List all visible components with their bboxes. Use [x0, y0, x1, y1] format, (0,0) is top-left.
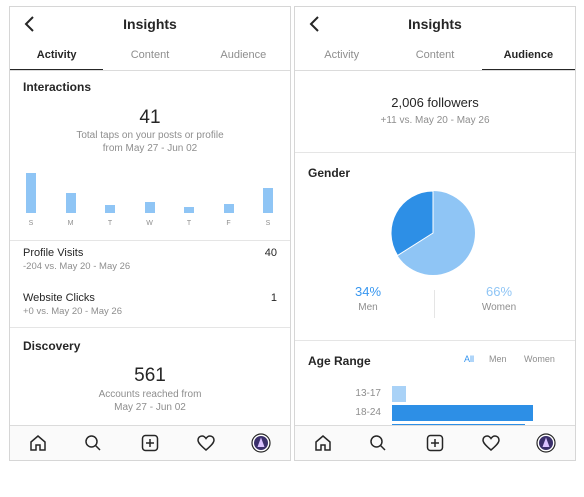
gender-pie-chart	[390, 190, 475, 275]
profile-avatar-icon[interactable]	[536, 433, 556, 453]
new-post-icon[interactable]	[140, 433, 160, 453]
filter-women[interactable]: Women	[524, 354, 555, 364]
men-percentage: 34%	[354, 284, 382, 299]
tab-activity[interactable]: Activity	[10, 41, 104, 70]
interactions-bar	[26, 173, 36, 213]
women-label: Women	[481, 302, 517, 313]
home-icon[interactable]	[313, 433, 333, 453]
heart-icon[interactable]	[481, 433, 501, 453]
tab-activity[interactable]: Activity	[324, 49, 360, 61]
tab-bar: Activity Content Audience	[10, 41, 290, 71]
interactions-bar	[263, 188, 273, 213]
insights-activity-screen: Insights Activity Content Audience Inter…	[9, 6, 291, 461]
age-range-title: Age Range	[308, 354, 371, 368]
day-label: W	[146, 220, 153, 227]
interactions-bar	[223, 204, 234, 213]
age-group-label: 13-17	[355, 388, 381, 399]
age-group-bar	[392, 405, 533, 421]
header: Insights	[295, 7, 575, 41]
age-group-bar	[392, 386, 407, 402]
profile-visits-label: Profile Visits	[23, 247, 84, 259]
women-percentage: 66%	[485, 284, 513, 299]
insights-audience-screen: Insights Activity Content Audience 2,006…	[294, 6, 576, 461]
divider	[10, 240, 290, 241]
interactions-date-range: from May 27 - Jun 02	[102, 143, 198, 154]
discovery-description: Accounts reached from	[98, 389, 202, 400]
heart-icon[interactable]	[196, 433, 216, 453]
tab-audience[interactable]: Audience	[481, 41, 575, 70]
website-clicks-label: Website Clicks	[23, 292, 95, 304]
header: Insights	[10, 7, 290, 41]
tab-content[interactable]: Content	[130, 49, 170, 61]
interactions-description: Total taps on your posts or profile	[76, 130, 224, 141]
day-label: F	[226, 220, 231, 227]
followers-count: 2,006 followers	[391, 95, 479, 110]
interactions-bar	[184, 207, 194, 213]
discovery-count: 561	[134, 365, 166, 386]
gender-divider	[434, 290, 435, 318]
tab-content[interactable]: Content	[415, 49, 455, 61]
page-title: Insights	[408, 16, 462, 32]
tab-bar: Activity Content Audience	[295, 41, 575, 71]
divider	[10, 327, 290, 328]
profile-visits-comparison: -204 vs. May 20 - May 26	[23, 261, 131, 272]
back-arrow-icon[interactable]	[20, 13, 40, 35]
interactions-bar	[65, 193, 76, 213]
bottom-nav	[295, 425, 575, 460]
website-clicks-value: 1	[270, 292, 277, 304]
tab-audience[interactable]: Audience	[220, 49, 267, 61]
interactions-title: Interactions	[23, 80, 92, 94]
men-slice	[390, 190, 434, 257]
new-post-icon[interactable]	[425, 433, 445, 453]
search-icon[interactable]	[368, 433, 388, 453]
search-icon[interactable]	[83, 433, 103, 453]
page-title: Insights	[123, 16, 177, 32]
interactions-count: 41	[139, 107, 161, 128]
discovery-date-range: May 27 - Jun 02	[114, 402, 186, 413]
profile-visits-value: 40	[264, 247, 277, 259]
profile-avatar-icon[interactable]	[251, 433, 271, 453]
interactions-bar	[144, 201, 155, 213]
day-label: S	[265, 220, 271, 227]
age-group-label: 18-24	[355, 407, 381, 418]
day-label: T	[186, 220, 192, 227]
divider	[295, 152, 575, 153]
bottom-nav	[10, 425, 290, 460]
gender-title: Gender	[308, 166, 351, 180]
back-arrow-icon[interactable]	[305, 13, 325, 35]
website-clicks-comparison: +0 vs. May 20 - May 26	[23, 306, 122, 317]
day-label: M	[67, 220, 74, 227]
interactions-bar	[105, 205, 115, 213]
home-icon[interactable]	[28, 433, 48, 453]
divider	[295, 340, 575, 341]
men-label: Men	[358, 302, 378, 313]
day-label: T	[107, 220, 113, 227]
day-label: S	[28, 220, 34, 227]
followers-comparison: +11 vs. May 20 - May 26	[380, 115, 490, 126]
filter-all[interactable]: All	[464, 354, 475, 364]
discovery-title: Discovery	[23, 339, 81, 353]
filter-men[interactable]: Men	[489, 354, 507, 364]
